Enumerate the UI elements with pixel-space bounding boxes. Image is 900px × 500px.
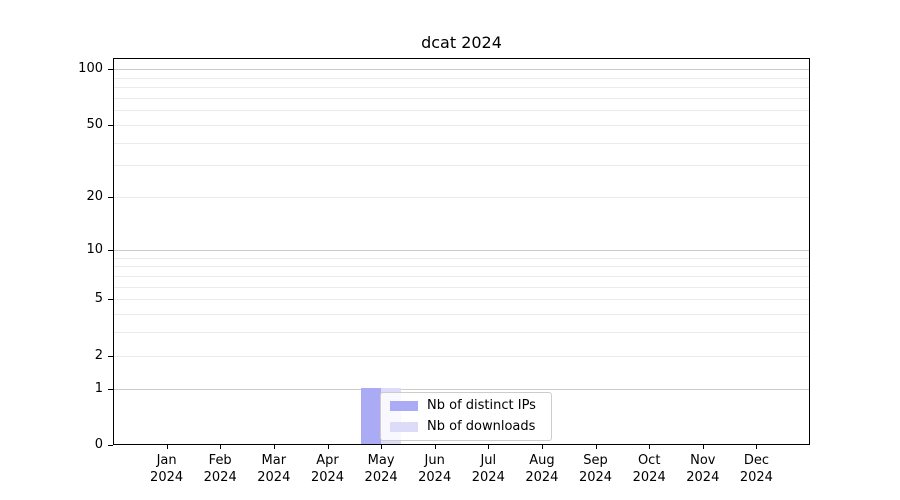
legend-swatch-distinct-ips (390, 401, 418, 411)
x-tick-label-jun: Jun 2024 (407, 452, 463, 486)
legend: Nb of distinct IPs Nb of downloads (380, 392, 552, 441)
x-tick-label-nov: Nov 2024 (675, 452, 731, 486)
minor-gridline-4 (114, 314, 809, 315)
y-tick-mark-2 (108, 355, 113, 357)
x-tick-month: May (367, 453, 395, 468)
minor-gridline-7 (114, 275, 809, 277)
y-tick-mark-10 (108, 249, 113, 251)
x-tick-label-feb: Feb 2024 (192, 452, 248, 486)
x-tick-mark-mar (273, 445, 275, 449)
x-tick-year: 2024 (418, 470, 452, 485)
x-tick-mark-apr (327, 445, 329, 449)
y-tick-mark-50 (108, 124, 113, 126)
y-tick-mark-0 (108, 445, 113, 446)
x-tick-mark-nov (702, 445, 704, 449)
x-tick-mark-aug (541, 445, 543, 449)
y-tick-mark-1 (108, 388, 113, 390)
minor-gridline-9 (114, 257, 809, 259)
x-tick-mark-may (381, 445, 383, 449)
y-tick-label-1: 1 (94, 380, 103, 396)
minor-gridline-8 (114, 266, 809, 268)
y-tick-label-5: 5 (94, 291, 103, 307)
x-tick-label-jul: Jul 2024 (460, 452, 516, 486)
x-tick-year: 2024 (632, 470, 666, 485)
x-tick-year: 2024 (364, 470, 398, 485)
x-tick-year: 2024 (310, 470, 345, 485)
x-tick-month: Oct (637, 453, 661, 468)
x-tick-year: 2024 (525, 470, 559, 485)
x-tick-month: Dec (743, 453, 769, 468)
major-gridline-1 (114, 388, 809, 390)
x-tick-label-oct: Oct 2024 (621, 452, 677, 486)
x-tick-label-sep: Sep 2024 (568, 452, 624, 486)
x-tick-month: Nov (690, 453, 716, 468)
y-tick-mark-20 (108, 197, 113, 199)
x-tick-label-apr: Apr 2024 (300, 452, 356, 486)
minor-gridline-50 (114, 124, 809, 126)
chart-title: dcat 2024 (421, 33, 502, 52)
bar-nb-of-distinct-ips-may (361, 387, 382, 444)
legend-label-downloads: Nb of downloads (427, 419, 536, 434)
x-tick-year: 2024 (471, 470, 505, 485)
x-tick-year: 2024 (150, 470, 184, 485)
minor-gridline-6 (114, 286, 809, 288)
minor-gridline-3 (114, 332, 809, 334)
minor-gridline-30 (114, 165, 809, 167)
x-tick-month: Jun (424, 453, 445, 468)
major-gridline-100 (114, 69, 809, 71)
x-tick-label-may: May 2024 (353, 452, 409, 486)
x-tick-month: Mar (261, 453, 287, 468)
y-tick-label-0: 0 (94, 437, 103, 452)
x-tick-year: 2024 (578, 470, 613, 485)
y-tick-mark-100 (108, 69, 113, 71)
x-tick-month: Jan (156, 453, 177, 468)
x-tick-label-jan: Jan 2024 (139, 452, 195, 486)
minor-gridline-60 (114, 110, 809, 112)
legend-swatch-downloads (390, 422, 418, 432)
bars-layer (114, 59, 809, 444)
legend-item-downloads: Nb of downloads (390, 419, 542, 435)
legend-item-distinct-ips: Nb of distinct IPs (390, 398, 542, 414)
x-tick-year: 2024 (203, 470, 237, 485)
minor-gridline-40 (114, 142, 809, 144)
x-tick-month: Aug (529, 453, 555, 468)
minor-gridline-80 (114, 87, 809, 89)
minor-gridline-90 (114, 77, 809, 79)
minor-gridline-5 (114, 299, 809, 301)
plot-area: Nb of distinct IPs Nb of downloads (113, 58, 810, 445)
x-tick-label-mar: Mar 2024 (246, 452, 302, 486)
y-tick-label-2: 2 (94, 347, 103, 363)
y-tick-label-10: 10 (86, 241, 103, 257)
x-tick-label-dec: Dec 2024 (728, 452, 784, 486)
y-tick-label-100: 100 (78, 61, 103, 77)
y-tick-label-50: 50 (86, 116, 103, 132)
x-tick-month: Feb (208, 453, 232, 468)
minor-gridline-20 (114, 197, 809, 199)
x-tick-label-aug: Aug 2024 (514, 452, 570, 486)
x-tick-mark-jul (488, 445, 490, 449)
minor-gridline-70 (114, 98, 809, 99)
x-tick-mark-oct (649, 445, 651, 449)
grid-layer (114, 59, 809, 444)
x-tick-year: 2024 (739, 470, 773, 485)
major-gridline-10 (114, 249, 809, 251)
minor-gridline-2 (114, 355, 809, 357)
x-tick-year: 2024 (257, 470, 291, 485)
x-tick-month: Jul (480, 453, 497, 468)
y-tick-mark-5 (108, 299, 113, 301)
x-tick-year: 2024 (686, 470, 720, 485)
x-tick-mark-dec (756, 445, 758, 449)
x-tick-mark-sep (595, 445, 597, 449)
x-tick-mark-jun (434, 445, 436, 449)
x-tick-month: Apr (316, 453, 339, 468)
y-tick-label-20: 20 (86, 189, 103, 205)
x-tick-mark-feb (220, 445, 222, 449)
x-tick-mark-jan (166, 445, 168, 449)
x-tick-month: Sep (583, 453, 608, 468)
legend-label-distinct-ips: Nb of distinct IPs (427, 398, 536, 413)
